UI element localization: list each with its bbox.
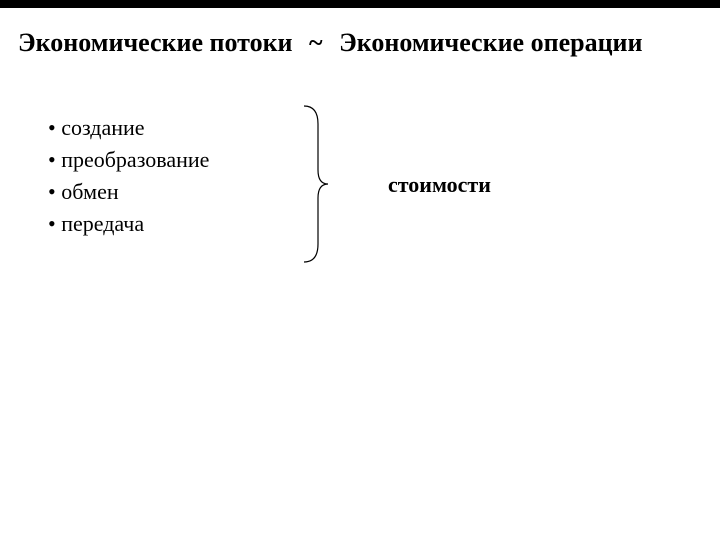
slide-title: Экономические потоки ~ Экономические опе…	[18, 28, 702, 58]
brace-icon	[300, 104, 330, 264]
result-label: стоимости	[388, 172, 491, 198]
bullet-item: обмен	[48, 176, 209, 208]
bullet-item: создание	[48, 112, 209, 144]
slide: Экономические потоки ~ Экономические опе…	[0, 0, 720, 540]
title-tilde: ~	[309, 28, 323, 58]
bullet-list: создание преобразование обмен передача	[48, 112, 209, 240]
top-bar	[0, 0, 720, 8]
bullet-item: преобразование	[48, 144, 209, 176]
bullet-item: передача	[48, 208, 209, 240]
title-right: Экономические операции	[339, 28, 642, 57]
title-left: Экономические потоки	[18, 28, 293, 57]
